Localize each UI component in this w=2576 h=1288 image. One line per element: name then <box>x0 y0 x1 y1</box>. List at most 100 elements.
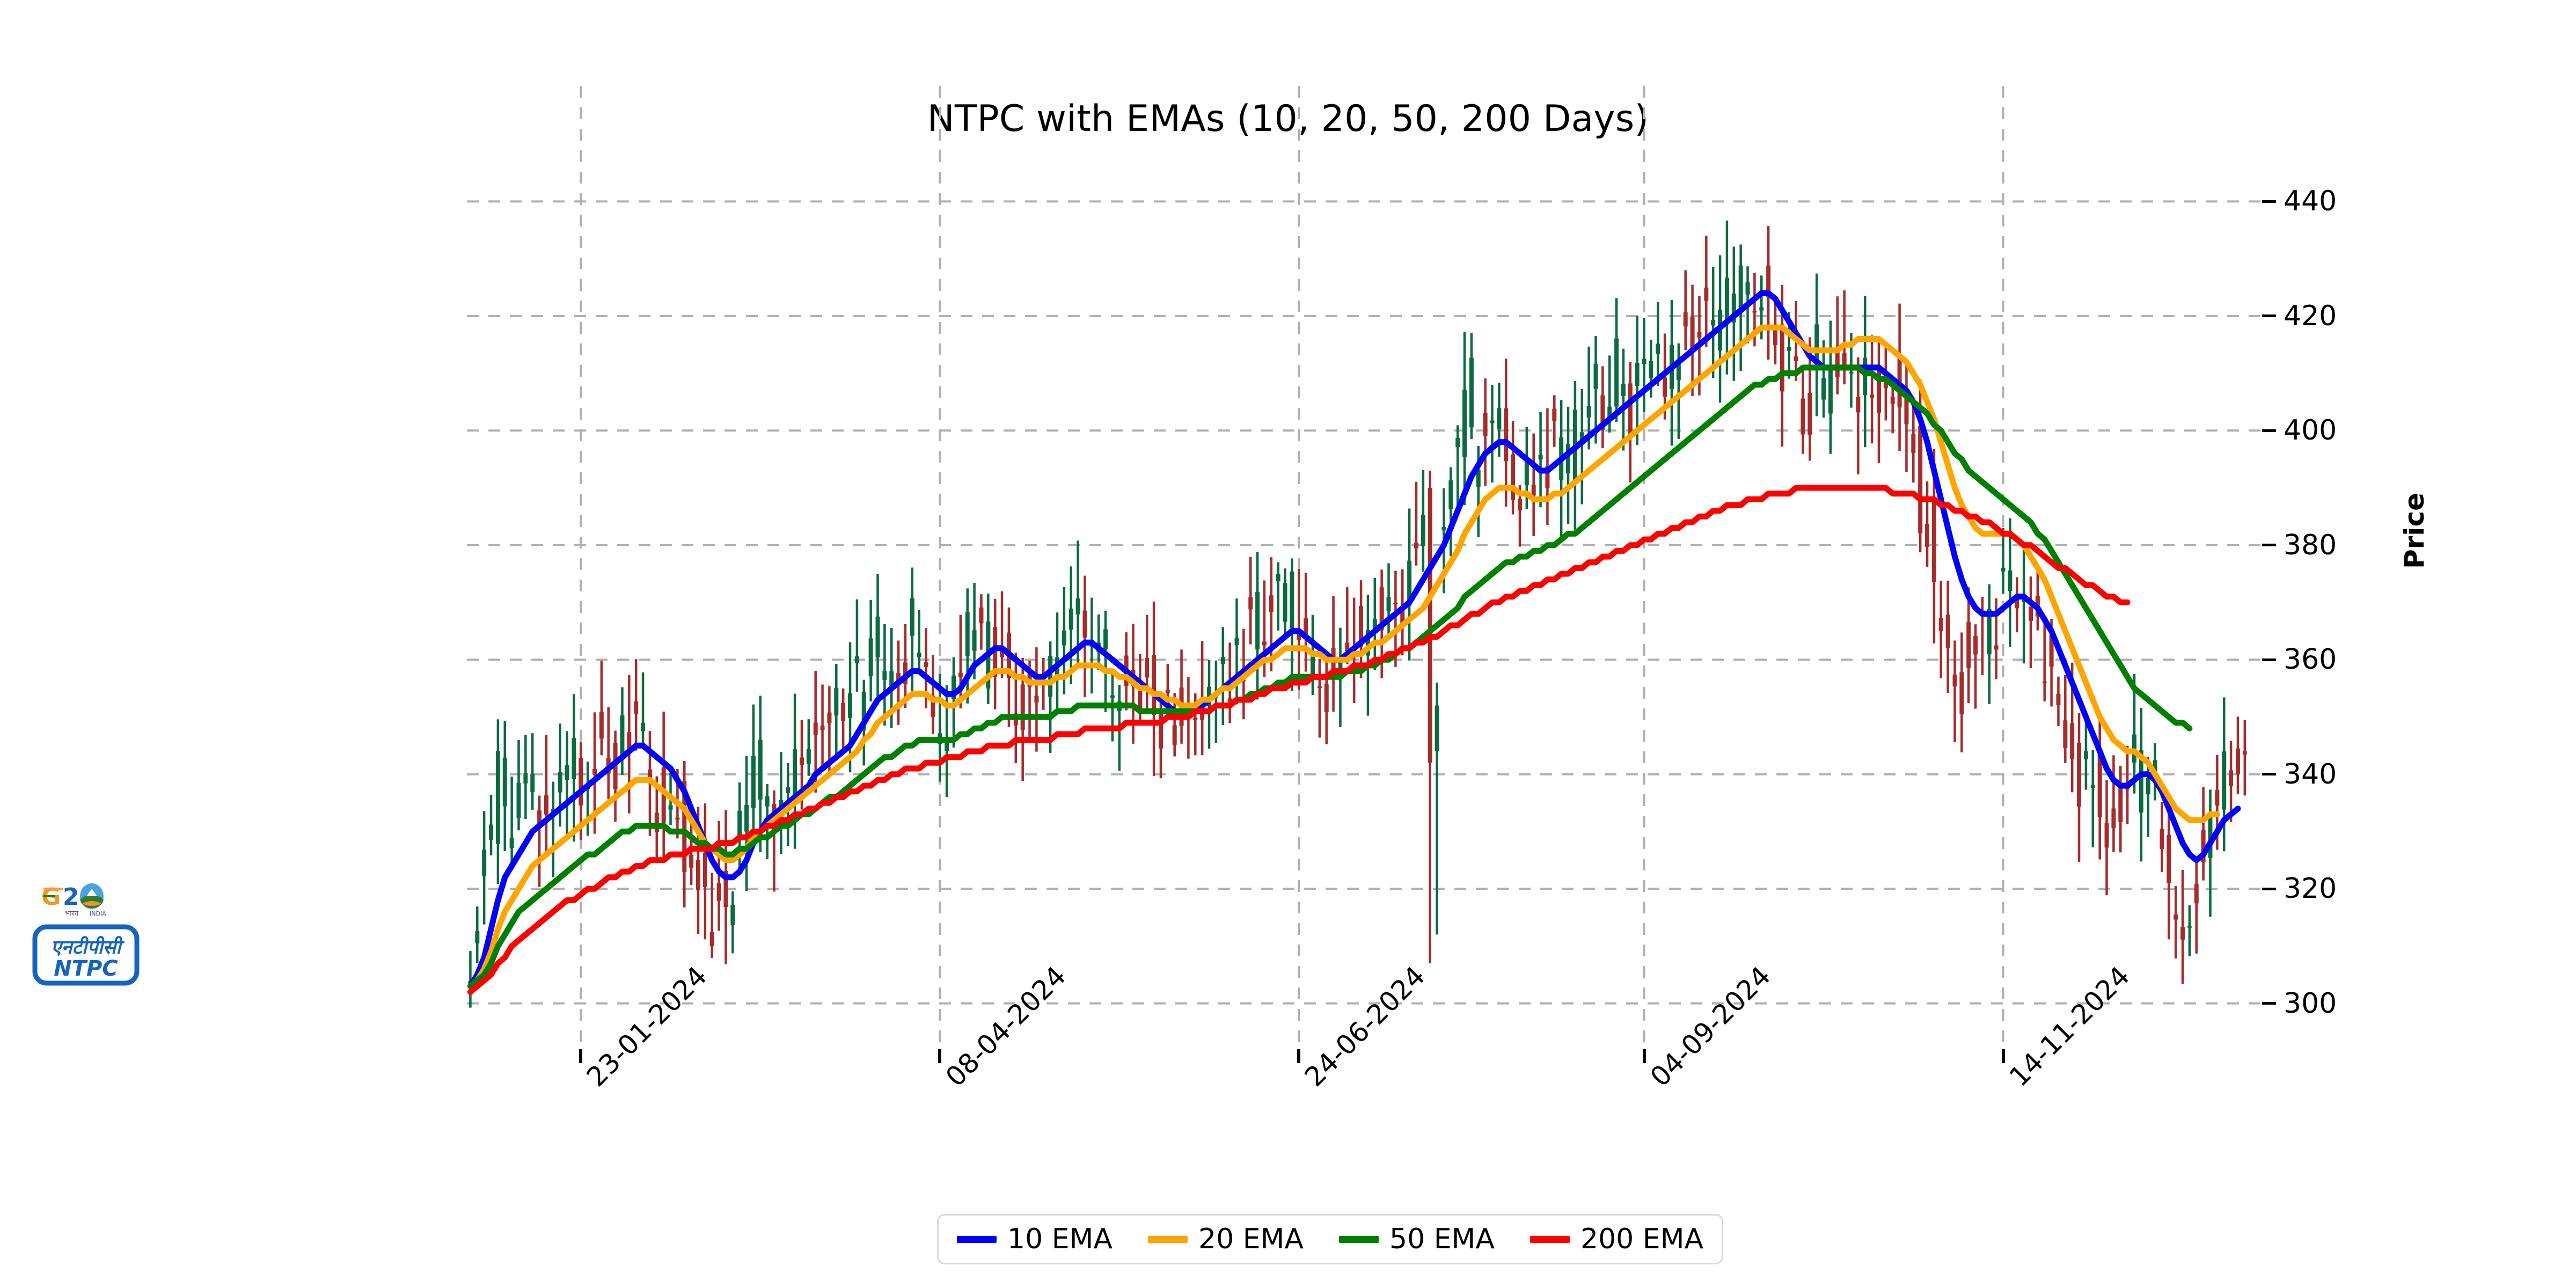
x-tick-mark <box>1297 1049 1301 1063</box>
candle-body <box>509 838 514 848</box>
candle-body <box>716 883 721 901</box>
candle-body <box>861 691 866 731</box>
candle-body <box>1193 718 1198 720</box>
legend-item-10-ema[interactable]: 10 EMA <box>957 1223 1113 1255</box>
candle-body <box>1593 363 1598 389</box>
candle-body <box>1945 614 1950 648</box>
candle-body <box>1918 426 1923 533</box>
candle-body <box>1566 443 1571 474</box>
candle-body <box>1517 499 1522 511</box>
candle-body <box>2049 635 2054 667</box>
candle-body <box>1234 638 1239 645</box>
candle-body <box>1062 630 1066 646</box>
ntpc-logo-icon: एनटीपीसी NTPC <box>32 924 140 986</box>
candle-body <box>751 756 756 808</box>
candle-body <box>903 662 908 684</box>
candle-body <box>709 932 714 946</box>
candle-body <box>1579 432 1584 442</box>
candle-body <box>931 696 935 717</box>
y-axis-tick: 300 <box>2262 987 2337 1020</box>
candle-body <box>1966 622 1971 668</box>
candle-body <box>2235 748 2240 774</box>
g20-logo-icon: G 2 भारत INDIA <box>41 883 106 918</box>
candle-body <box>1283 583 1287 622</box>
candle-body <box>2104 823 2109 848</box>
candle-body <box>1220 656 1225 664</box>
candle-body <box>972 630 977 651</box>
candle-body <box>758 740 763 800</box>
svg-text:2: 2 <box>63 883 79 911</box>
candle-body <box>1317 686 1322 688</box>
candle-body <box>744 804 749 832</box>
candle-body <box>1738 265 1743 312</box>
candle-body <box>1020 684 1025 730</box>
candle-body <box>1766 265 1771 297</box>
y-tick-label: 400 <box>2284 414 2337 447</box>
candle-body <box>1863 357 1868 396</box>
candle-body <box>1973 636 1978 655</box>
candle-body <box>1635 363 1640 386</box>
candle-body <box>634 701 639 714</box>
candle-body <box>896 673 901 683</box>
candle-body <box>572 738 576 779</box>
ema-line-200-ema <box>467 485 2131 995</box>
candle-body <box>1676 361 1681 380</box>
candle-body <box>1158 714 1163 749</box>
candle-body <box>1752 311 1757 313</box>
candle-body <box>1082 610 1087 638</box>
candle-body <box>2222 751 2227 810</box>
candle-body <box>1435 705 1439 751</box>
y-tick-mark <box>2262 1002 2276 1005</box>
candle-body <box>1904 391 1909 425</box>
candle-body <box>1821 378 1826 400</box>
candle-body <box>1870 394 1875 398</box>
candle-body <box>2070 723 2075 759</box>
candle-body <box>2215 790 2220 806</box>
candle-body <box>1359 605 1364 647</box>
candle-body <box>2042 681 2047 683</box>
candle-body <box>627 732 632 753</box>
candle-body <box>1490 420 1495 423</box>
candle-body <box>1483 413 1488 436</box>
candle-body <box>1856 397 1861 413</box>
y-tick-mark <box>2262 658 2276 661</box>
candle-body <box>1172 725 1177 745</box>
candle-body <box>952 675 956 699</box>
x-tick-label: 24-06-2024 <box>1299 960 1431 1093</box>
candle-body <box>1145 658 1150 678</box>
candle-body <box>530 773 535 792</box>
candle-body <box>1794 356 1798 361</box>
candle-body <box>1600 395 1605 430</box>
candle-body <box>882 670 887 680</box>
candle-body <box>1704 287 1709 301</box>
candle-body <box>910 598 914 636</box>
candle-body <box>1607 406 1612 420</box>
candle-body <box>1365 630 1370 656</box>
candle-body <box>813 722 818 736</box>
y-tick-label: 340 <box>2284 758 2337 791</box>
candle-body <box>1372 619 1377 630</box>
y-axis-tick: 360 <box>2262 643 2337 676</box>
legend-item-200-ema[interactable]: 200 EMA <box>1530 1223 1703 1255</box>
candle-body <box>723 870 728 907</box>
y-tick-mark <box>2262 773 2276 776</box>
plot-area <box>467 86 2262 1055</box>
candle-body <box>737 810 742 838</box>
legend-label: 20 EMA <box>1198 1223 1304 1255</box>
x-tick-mark <box>1642 1049 1646 1063</box>
legend-item-20-ema[interactable]: 20 EMA <box>1148 1223 1304 1255</box>
candle-body <box>1400 606 1405 626</box>
legend-item-50-ema[interactable]: 50 EMA <box>1339 1223 1495 1255</box>
candle-body <box>675 817 680 820</box>
candle-body <box>1890 397 1895 404</box>
candle-body <box>1745 282 1750 295</box>
candle-body <box>2097 749 2102 818</box>
candle-body <box>820 726 825 730</box>
candle-body <box>2125 788 2130 790</box>
y-tick-label: 360 <box>2284 643 2337 676</box>
candle-body <box>1034 696 1039 703</box>
candle-body <box>1931 502 1936 582</box>
candle-body <box>489 824 494 840</box>
candle-body <box>1759 307 1764 311</box>
